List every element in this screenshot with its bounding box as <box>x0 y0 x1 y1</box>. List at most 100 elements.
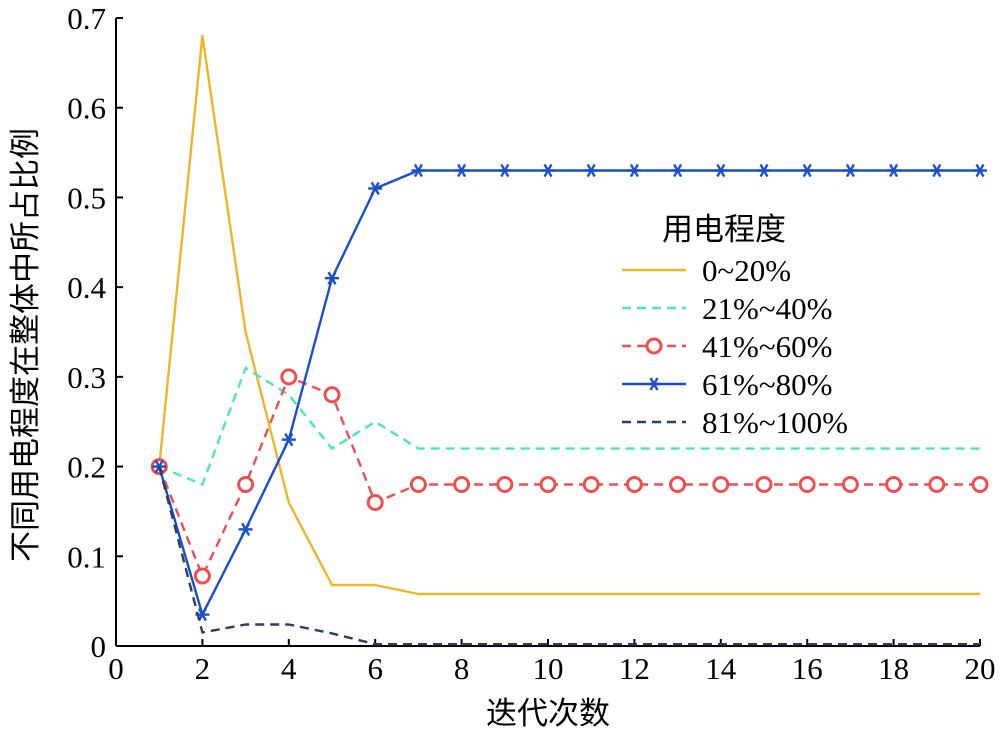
data-point <box>368 181 383 196</box>
star-stroke <box>413 163 423 178</box>
legend-label: 41%~60% <box>702 329 832 364</box>
x-tick-label: 14 <box>705 651 737 686</box>
data-point <box>453 476 471 494</box>
data-point <box>929 163 944 178</box>
data-point <box>539 476 557 494</box>
x-tick-label: 4 <box>281 651 297 686</box>
y-tick-label: 0 <box>91 629 107 664</box>
data-point <box>670 163 685 178</box>
star-stroke <box>629 163 639 178</box>
series-1 <box>158 34 980 596</box>
data-point <box>541 163 555 178</box>
star-stroke <box>197 607 207 622</box>
y-tick-label: 0.1 <box>67 539 106 574</box>
legend-label: 61%~80% <box>702 367 832 402</box>
data-point <box>973 163 987 178</box>
data-point <box>886 163 901 178</box>
legend: 用电程度 0~20%21%~40%41%~60%61%~80%81%~100% <box>622 212 848 440</box>
data-point <box>323 386 341 404</box>
data-point <box>713 163 728 178</box>
data-point <box>496 476 514 494</box>
x-tick-label: 20 <box>965 651 996 686</box>
star-stroke <box>802 163 812 178</box>
star-stroke <box>284 432 294 447</box>
data-point <box>757 163 771 178</box>
y-tick-label: 0.7 <box>67 1 106 36</box>
data-point <box>712 476 730 494</box>
series-line <box>158 34 980 596</box>
data-point <box>800 163 815 178</box>
star-stroke <box>759 163 769 178</box>
star-stroke <box>327 271 337 285</box>
data-point <box>627 163 642 178</box>
legend-item-3: 41%~60% <box>622 329 832 364</box>
series-5 <box>158 466 980 646</box>
data-point <box>669 476 687 494</box>
series-line <box>158 466 980 646</box>
x-tick-label: 18 <box>878 651 909 686</box>
legend-title: 用电程度 <box>662 212 786 248</box>
star-stroke <box>241 522 251 537</box>
series-line <box>158 169 980 616</box>
star-stroke <box>716 163 726 178</box>
x-tick-label: 0 <box>108 651 124 686</box>
x-tick-label: 8 <box>454 651 470 686</box>
x-tick-label: 6 <box>367 651 383 686</box>
y-tick-label: 0.5 <box>67 180 106 215</box>
y-tick-label: 0.2 <box>67 450 106 485</box>
axes: 0 2 4 6 8 10 12 14 16 18 20 0 0.1 0.2 0.3 0.4 0.5 0.6 0.7 <box>67 1 995 686</box>
star-stroke <box>370 181 380 196</box>
star-stroke <box>975 163 985 178</box>
series-2 <box>158 366 980 486</box>
data-point <box>325 271 339 285</box>
data-point <box>497 163 512 178</box>
star-stroke <box>649 377 659 391</box>
y-tick-label: 0.6 <box>67 91 106 126</box>
legend-item-2: 21%~40% <box>622 291 832 326</box>
data-point <box>152 459 167 474</box>
data-point <box>798 476 816 494</box>
legend-item-4: 61%~80% <box>622 367 832 402</box>
x-tick-label: 16 <box>792 651 823 686</box>
x-axis-title: 迭代次数 <box>486 696 610 732</box>
y-tick-label: 0.3 <box>67 360 106 395</box>
data-point <box>409 476 427 494</box>
legend-item-5: 81%~100% <box>622 405 848 440</box>
data-point <box>755 476 773 494</box>
data-point <box>411 163 426 178</box>
star-stroke <box>889 163 899 178</box>
data-point <box>238 522 253 537</box>
star-stroke <box>586 163 596 178</box>
data-point <box>454 163 469 178</box>
series-line <box>158 366 980 486</box>
data-point <box>237 476 255 494</box>
data-point <box>841 476 859 494</box>
data-point <box>971 476 989 494</box>
data-point <box>843 163 858 178</box>
data-point <box>625 476 643 494</box>
star-stroke <box>457 163 467 178</box>
y-tick-label: 0.4 <box>67 270 106 305</box>
legend-marker <box>647 377 661 391</box>
legend-label: 21%~40% <box>702 291 832 326</box>
star-stroke <box>845 163 855 178</box>
series-line <box>158 375 980 578</box>
star-stroke <box>154 459 164 474</box>
data-point <box>280 368 298 386</box>
series-layer <box>150 34 989 646</box>
data-point <box>584 163 599 178</box>
star-stroke <box>673 163 683 178</box>
data-point <box>366 493 384 511</box>
series-3 <box>150 368 989 585</box>
star-stroke <box>543 163 553 178</box>
data-point <box>582 476 600 494</box>
data-point <box>193 567 211 585</box>
star-stroke <box>500 163 510 178</box>
legend-item-1: 0~20% <box>622 253 791 288</box>
legend-label: 81%~100% <box>702 405 848 440</box>
x-tick-label: 2 <box>195 651 211 686</box>
data-point <box>928 476 946 494</box>
data-point <box>281 432 296 447</box>
series-4 <box>152 163 987 622</box>
